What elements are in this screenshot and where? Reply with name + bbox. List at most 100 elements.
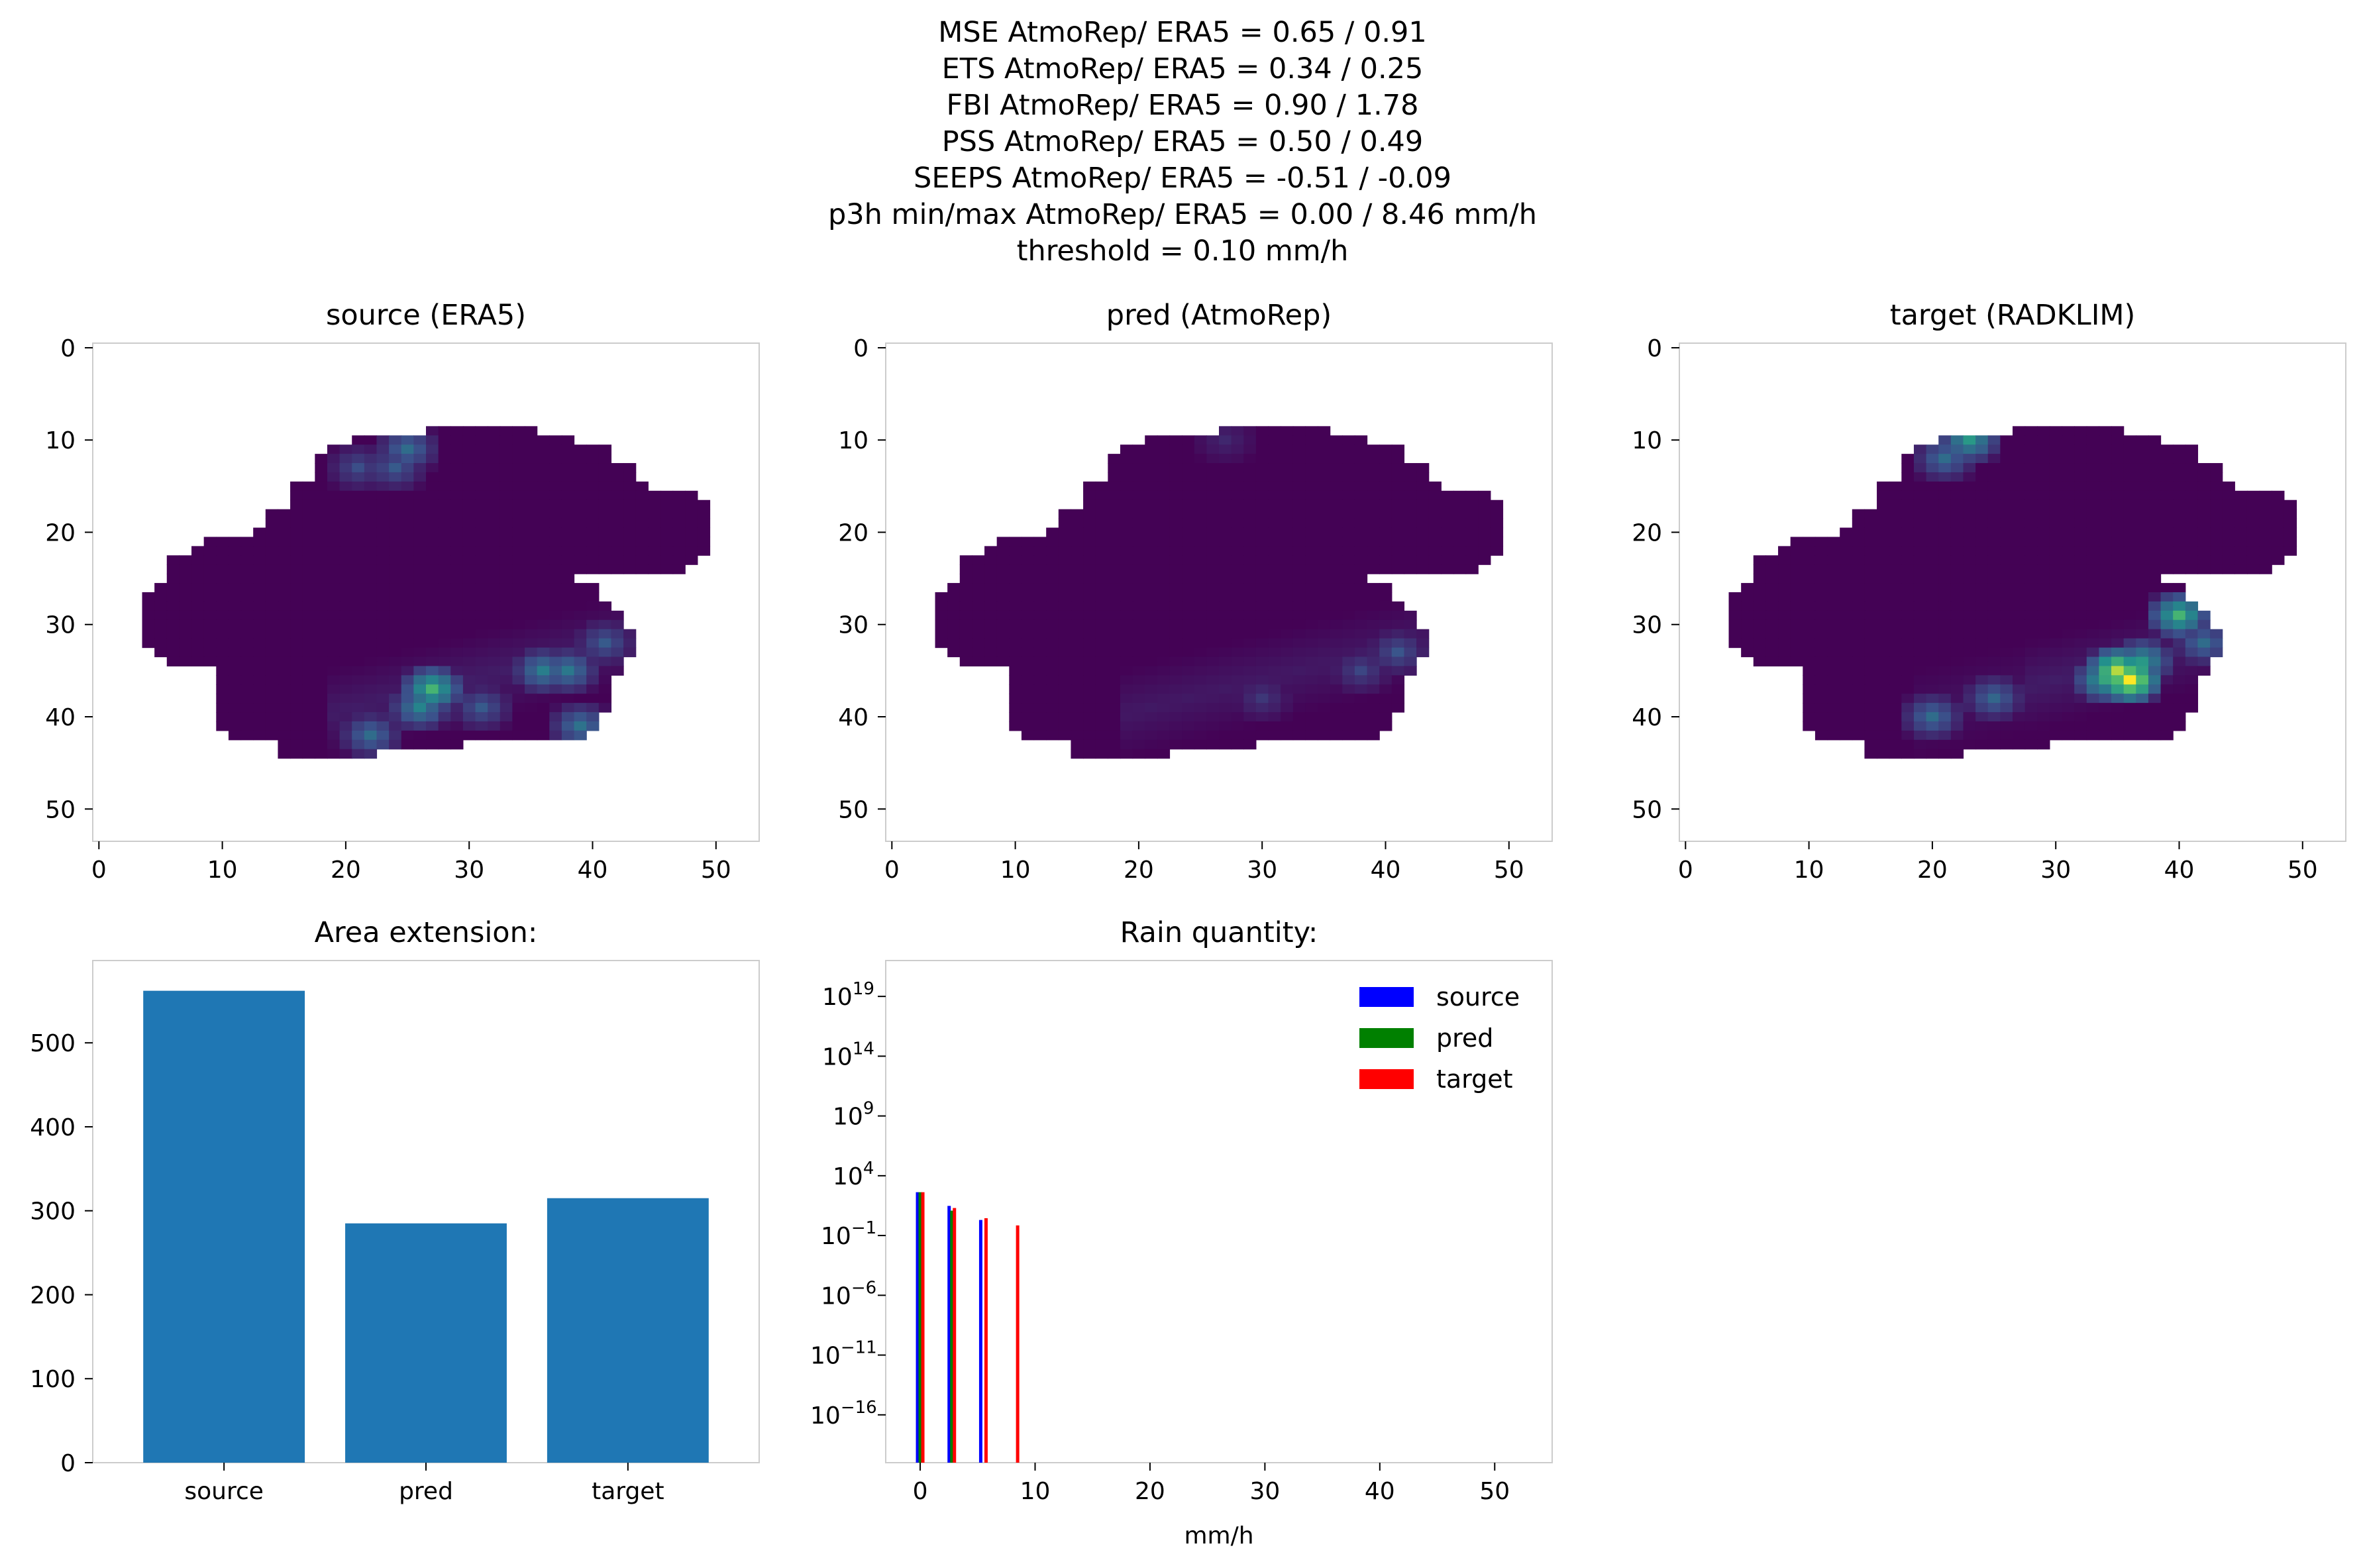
heatmap-cell: [1108, 518, 1121, 529]
heatmap-cell: [2013, 555, 2026, 565]
heatmap-cell: [1169, 546, 1182, 556]
y-tick-label: 1019: [822, 979, 874, 1011]
heatmap-cell: [1206, 721, 1220, 731]
heatmap-cell: [142, 592, 155, 602]
heatmap-cell: [2234, 537, 2248, 547]
heatmap-cell: [401, 629, 414, 639]
heatmap-cell: [1046, 629, 1059, 639]
hist-bar-target: [953, 1208, 957, 1463]
heatmap-cell: [525, 435, 538, 445]
heatmap-cell: [1255, 555, 1269, 565]
heatmap-cell: [462, 610, 476, 621]
heatmap-cell: [475, 537, 488, 547]
heatmap-cell: [512, 619, 525, 630]
heatmap-cell: [1255, 656, 1269, 667]
heatmap-cell: [1281, 656, 1294, 667]
heatmap-cell: [512, 454, 525, 464]
heatmap-cell: [1206, 647, 1220, 658]
heatmap-cell: [2024, 481, 2038, 492]
heatmap-cell: [623, 527, 637, 538]
heatmap-cell: [2210, 647, 2223, 658]
heatmap-cell: [1157, 703, 1171, 713]
heatmap-cell: [1292, 546, 1306, 556]
heatmap-cell: [240, 694, 254, 704]
heatmap-cell: [512, 435, 525, 445]
heatmap-cell: [401, 675, 414, 685]
heatmap-cell: [598, 518, 612, 529]
heatmap-cell: [2000, 592, 2013, 602]
heatmap-cell: [1877, 739, 1890, 750]
heatmap-cell: [290, 638, 303, 649]
heatmap-cell: [2086, 555, 2100, 565]
heatmap-cell: [1814, 712, 1828, 722]
heatmap-cell: [1182, 454, 1195, 464]
heatmap-cell: [450, 703, 464, 713]
heatmap-cell: [1231, 499, 1244, 510]
heatmap-cell: [549, 555, 562, 565]
heatmap-cell: [685, 527, 698, 538]
heatmap-cell: [216, 721, 229, 731]
heatmap-cell: [2148, 601, 2162, 611]
heatmap-cell: [1778, 619, 1791, 630]
heatmap-cell: [1852, 703, 1866, 713]
heatmap-cell: [996, 619, 1010, 630]
heatmap-cell: [389, 694, 402, 704]
heatmap-cell: [1827, 656, 1840, 667]
y-tick-label: 10−6: [821, 1278, 876, 1310]
heatmap-cell: [537, 601, 550, 611]
heatmap-cell: [1827, 564, 1840, 574]
heatmap-cell: [2086, 619, 2100, 630]
heatmap-cell: [2111, 592, 2125, 602]
heatmap-cell: [240, 638, 254, 649]
heatmap-cell: [426, 629, 439, 639]
heatmap-cell: [1009, 675, 1022, 685]
heatmap-cell: [216, 703, 229, 713]
heatmap-cell: [1120, 463, 1133, 473]
heatmap-cell: [1206, 472, 1220, 482]
heatmap-cell: [1790, 592, 1803, 602]
heatmap-cell: [697, 527, 711, 538]
heatmap-cell: [1145, 629, 1158, 639]
heatmap-cell: [512, 675, 525, 685]
heatmap-cell: [1095, 694, 1108, 704]
heatmap-cell: [1219, 472, 1232, 482]
heatmap-cell: [1765, 564, 1779, 574]
heatmap-cell: [2086, 656, 2100, 667]
heatmap-cell: [1108, 463, 1121, 473]
heatmap-cell: [1342, 490, 1355, 501]
heatmap-cell: [2160, 518, 2174, 529]
heatmap-cell: [1926, 666, 1939, 676]
heatmap-cell: [2111, 656, 2125, 667]
heatmap-cell: [2185, 481, 2199, 492]
heatmap-cell: [537, 555, 550, 565]
heatmap-cell: [401, 730, 414, 741]
heatmap-cell: [1071, 675, 1084, 685]
heatmap-cell: [525, 684, 538, 694]
heatmap-cell: [1194, 499, 1207, 510]
heatmap-cell: [315, 555, 328, 565]
heatmap-cell: [1354, 703, 1368, 713]
heatmap-cell: [1963, 435, 1976, 445]
heatmap-cell: [598, 444, 612, 454]
heatmap-cell: [549, 583, 562, 593]
heatmap-cell: [1169, 435, 1182, 445]
heatmap-cell: [1255, 499, 1269, 510]
heatmap-cell: [1033, 675, 1047, 685]
heatmap-cell: [1404, 656, 1417, 667]
heatmap-cell: [1182, 472, 1195, 482]
heatmap-cell: [376, 694, 390, 704]
heatmap-cell: [389, 564, 402, 574]
heatmap-cell: [959, 574, 973, 584]
heatmap-cell: [574, 730, 587, 741]
heatmap-cell: [1814, 537, 1828, 547]
heatmap-cell: [1913, 509, 1927, 519]
heatmap-cell: [488, 574, 501, 584]
heatmap-cell: [1318, 454, 1331, 464]
heatmap-cell: [1071, 527, 1084, 538]
heatmap-cell: [1354, 656, 1368, 667]
heatmap-cell: [2099, 537, 2112, 547]
heatmap-cell: [1367, 509, 1380, 519]
heatmap-cell: [278, 721, 291, 731]
heatmap-cell: [1987, 647, 2001, 658]
heatmap-cell: [2148, 527, 2162, 538]
